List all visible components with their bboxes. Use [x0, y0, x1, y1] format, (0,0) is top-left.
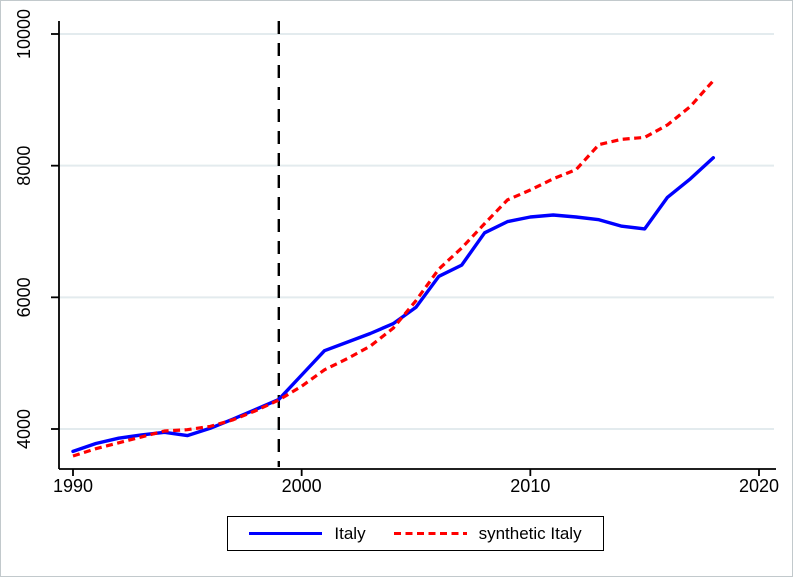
y-tick-label-4000: 4000 [14, 409, 34, 449]
legend-item-synthetic-italy: synthetic Italy [393, 524, 582, 543]
y-tick-label-6000: 6000 [14, 277, 34, 317]
x-tick-label-1990: 1990 [53, 476, 93, 496]
legend-label-synthetic-italy: synthetic Italy [478, 524, 582, 543]
x-tick-label-2010: 2010 [510, 476, 550, 496]
x-tick-label-2020: 2020 [739, 476, 779, 496]
italy-line [71, 156, 715, 454]
legend-label-italy: Italy [334, 524, 366, 543]
synthetic-italy-line [72, 79, 715, 458]
y-tick-label-8000: 8000 [14, 146, 34, 186]
synthetic-italy-dashed-line-sample [393, 531, 467, 536]
y-tick-label-10000: 10000 [14, 9, 34, 59]
legend: Italy synthetic Italy [227, 516, 604, 551]
legend-item-italy: Italy [249, 524, 366, 543]
x-tick-label-2000: 2000 [282, 476, 322, 496]
italy-solid-line-sample [249, 531, 323, 536]
